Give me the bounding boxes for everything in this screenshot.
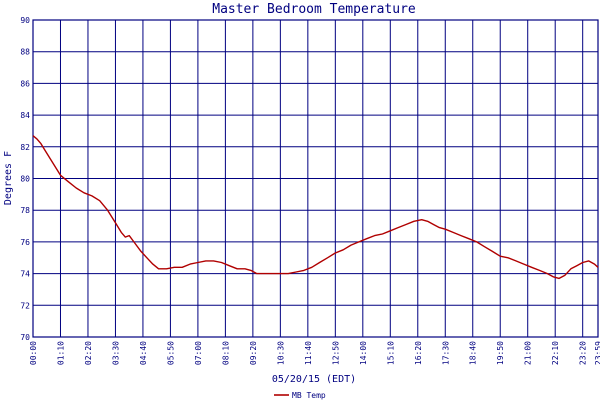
x-tick-label: 21:00 bbox=[524, 341, 533, 365]
x-tick-label: 09:20 bbox=[249, 341, 258, 365]
x-tick-label: 15:10 bbox=[386, 341, 395, 365]
x-tick-label: 03:30 bbox=[111, 341, 120, 365]
x-tick-label: 23:20 bbox=[579, 341, 588, 365]
x-tick-label: 19:50 bbox=[496, 341, 505, 365]
x-tick-label: 04:40 bbox=[139, 341, 148, 365]
x-tick-label: 05:50 bbox=[166, 341, 175, 365]
x-tick-label: 07:00 bbox=[194, 341, 203, 365]
x-tick-label: 22:10 bbox=[551, 341, 560, 365]
series-layer bbox=[32, 135, 599, 280]
x-tick-label: 00:00 bbox=[29, 341, 38, 365]
x-tick-label: 16:20 bbox=[414, 341, 423, 365]
x-tick-label: 10:30 bbox=[276, 341, 285, 365]
y-axis-label: Degrees F bbox=[3, 151, 14, 205]
y-tick-label: 76 bbox=[20, 238, 30, 247]
legend: MB Temp bbox=[274, 391, 326, 400]
y-tick-label: 86 bbox=[20, 79, 30, 88]
y-tick-label: 78 bbox=[20, 206, 30, 215]
x-tick-label: 01:10 bbox=[56, 341, 65, 365]
x-tick-label: 23:59 bbox=[594, 341, 600, 365]
x-tick-label: 02:20 bbox=[84, 341, 93, 365]
y-tick-label: 72 bbox=[20, 301, 30, 310]
y-tick-label: 82 bbox=[20, 143, 30, 152]
y-tick-labels: 70 72 74 76 78 80 82 84 86 88 90 bbox=[20, 16, 30, 342]
x-tick-label: 12:50 bbox=[331, 341, 340, 365]
grid-lines bbox=[32, 19, 599, 338]
y-tick-label: 70 bbox=[20, 333, 30, 342]
x-tick-label: 17:30 bbox=[441, 341, 450, 365]
x-tick-label: 14:00 bbox=[359, 341, 368, 365]
x-axis-label: 05/20/15 (EDT) bbox=[272, 374, 356, 385]
x-tick-label: 08:10 bbox=[221, 341, 230, 365]
chart-title: Master Bedroom Temperature bbox=[212, 2, 416, 17]
legend-label: MB Temp bbox=[292, 391, 326, 400]
x-tick-label: 11:40 bbox=[304, 341, 313, 365]
y-tick-label: 90 bbox=[20, 16, 30, 25]
y-tick-label: 88 bbox=[20, 48, 30, 57]
y-tick-label: 74 bbox=[20, 270, 30, 279]
x-tick-labels: 00:00 01:10 02:20 03:30 04:40 05:50 07:00 08:10… bbox=[29, 341, 600, 365]
y-tick-label: 80 bbox=[20, 175, 30, 184]
series-line-mb-temp bbox=[32, 135, 599, 280]
y-tick-label: 84 bbox=[20, 111, 30, 120]
x-tick-label: 18:40 bbox=[469, 341, 478, 365]
